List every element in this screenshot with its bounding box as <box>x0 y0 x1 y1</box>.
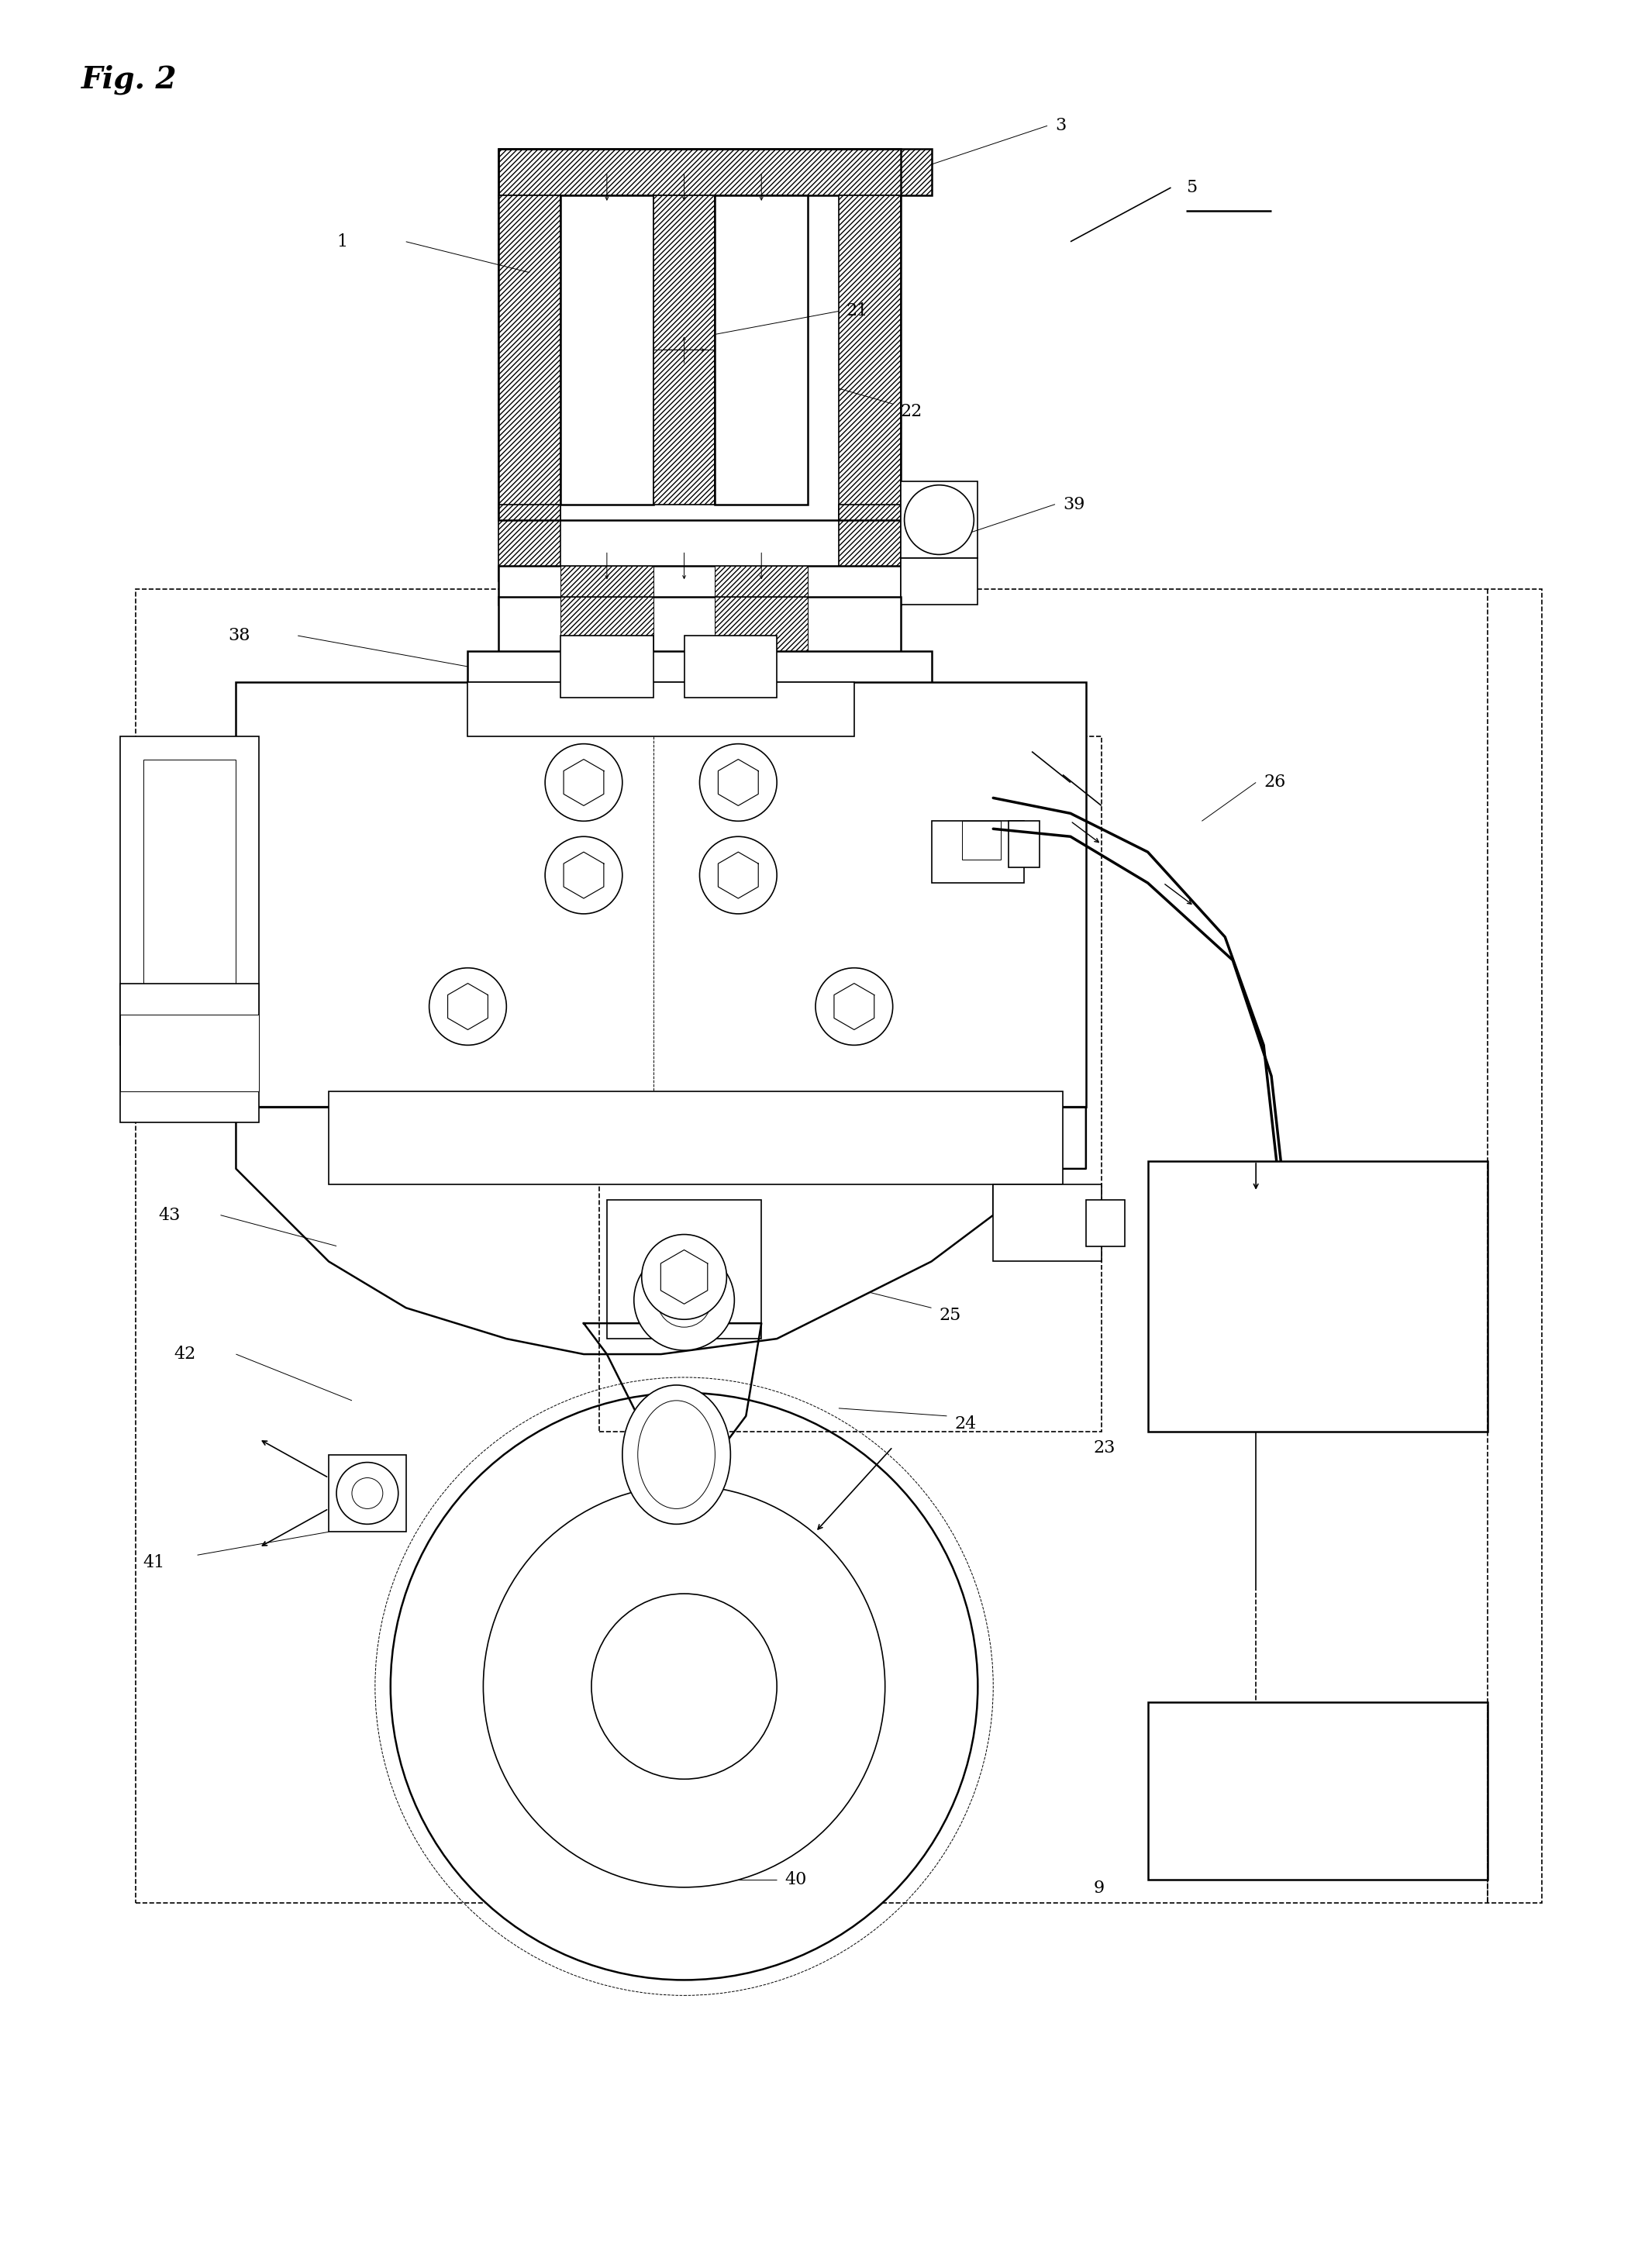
Polygon shape <box>833 984 874 1030</box>
Text: 40: 40 <box>785 1871 807 1887</box>
Bar <box>1008 821 1039 866</box>
Text: 22: 22 <box>900 404 923 420</box>
Circle shape <box>483 1486 886 1887</box>
Text: 24: 24 <box>954 1415 977 1433</box>
Bar <box>838 503 900 581</box>
Bar <box>900 558 977 606</box>
Bar <box>714 596 807 660</box>
Bar <box>468 683 855 737</box>
Bar <box>561 635 654 699</box>
Polygon shape <box>718 853 758 898</box>
Bar <box>900 481 977 558</box>
Circle shape <box>352 1479 383 1508</box>
Bar <box>499 596 900 660</box>
Bar <box>121 984 259 1123</box>
Text: 5: 5 <box>1186 179 1197 195</box>
Text: Fig. 2: Fig. 2 <box>82 64 178 95</box>
Bar <box>714 195 807 503</box>
Bar <box>561 596 654 660</box>
Text: 9: 9 <box>1094 1880 1104 1896</box>
Bar <box>1148 1701 1487 1880</box>
Text: 38: 38 <box>228 628 251 644</box>
Bar <box>1086 1200 1124 1245</box>
Circle shape <box>634 1250 734 1349</box>
Circle shape <box>545 837 623 914</box>
Polygon shape <box>661 1250 708 1304</box>
Bar <box>329 1454 406 1531</box>
Polygon shape <box>449 984 488 1030</box>
Text: 3: 3 <box>1055 118 1067 134</box>
Bar <box>329 1091 1063 1184</box>
Bar <box>931 821 1024 882</box>
Text: 43: 43 <box>158 1207 181 1225</box>
Bar <box>962 821 1001 860</box>
Bar <box>607 1200 762 1338</box>
Bar <box>135 590 1541 1903</box>
Bar <box>499 567 900 606</box>
Bar <box>993 1184 1101 1261</box>
Text: 39: 39 <box>1063 497 1085 513</box>
Ellipse shape <box>623 1386 731 1524</box>
Circle shape <box>336 1463 398 1524</box>
Circle shape <box>390 1393 977 1980</box>
Text: 41: 41 <box>144 1554 165 1572</box>
Bar <box>683 635 776 699</box>
Circle shape <box>429 968 507 1046</box>
Text: 25: 25 <box>939 1306 961 1325</box>
Circle shape <box>904 485 974 556</box>
Circle shape <box>545 744 623 821</box>
Bar <box>1148 1161 1487 1431</box>
Text: 23: 23 <box>1094 1440 1116 1456</box>
Text: 26: 26 <box>1264 773 1285 792</box>
Bar <box>499 503 561 581</box>
Polygon shape <box>564 853 603 898</box>
Bar <box>499 150 931 195</box>
Bar <box>499 195 561 519</box>
Circle shape <box>657 1272 711 1327</box>
Bar <box>144 760 236 1023</box>
Circle shape <box>700 744 776 821</box>
Polygon shape <box>718 760 758 805</box>
Bar <box>561 567 654 606</box>
Polygon shape <box>584 1322 762 1479</box>
Bar <box>121 1014 259 1091</box>
Circle shape <box>700 837 776 914</box>
Polygon shape <box>236 1107 1086 1354</box>
Bar <box>599 737 1101 1431</box>
Text: 1: 1 <box>336 234 347 249</box>
Circle shape <box>592 1594 776 1778</box>
Bar <box>236 683 1086 1107</box>
Bar <box>121 737 259 1046</box>
Ellipse shape <box>638 1402 714 1508</box>
Circle shape <box>641 1234 727 1320</box>
Polygon shape <box>564 760 603 805</box>
Text: 42: 42 <box>175 1345 196 1363</box>
Bar <box>714 567 807 606</box>
Text: 21: 21 <box>846 302 868 320</box>
Bar <box>499 150 900 519</box>
Bar <box>468 651 931 699</box>
Bar <box>654 195 714 503</box>
Bar <box>561 195 654 503</box>
Bar <box>838 195 900 519</box>
Circle shape <box>816 968 892 1046</box>
